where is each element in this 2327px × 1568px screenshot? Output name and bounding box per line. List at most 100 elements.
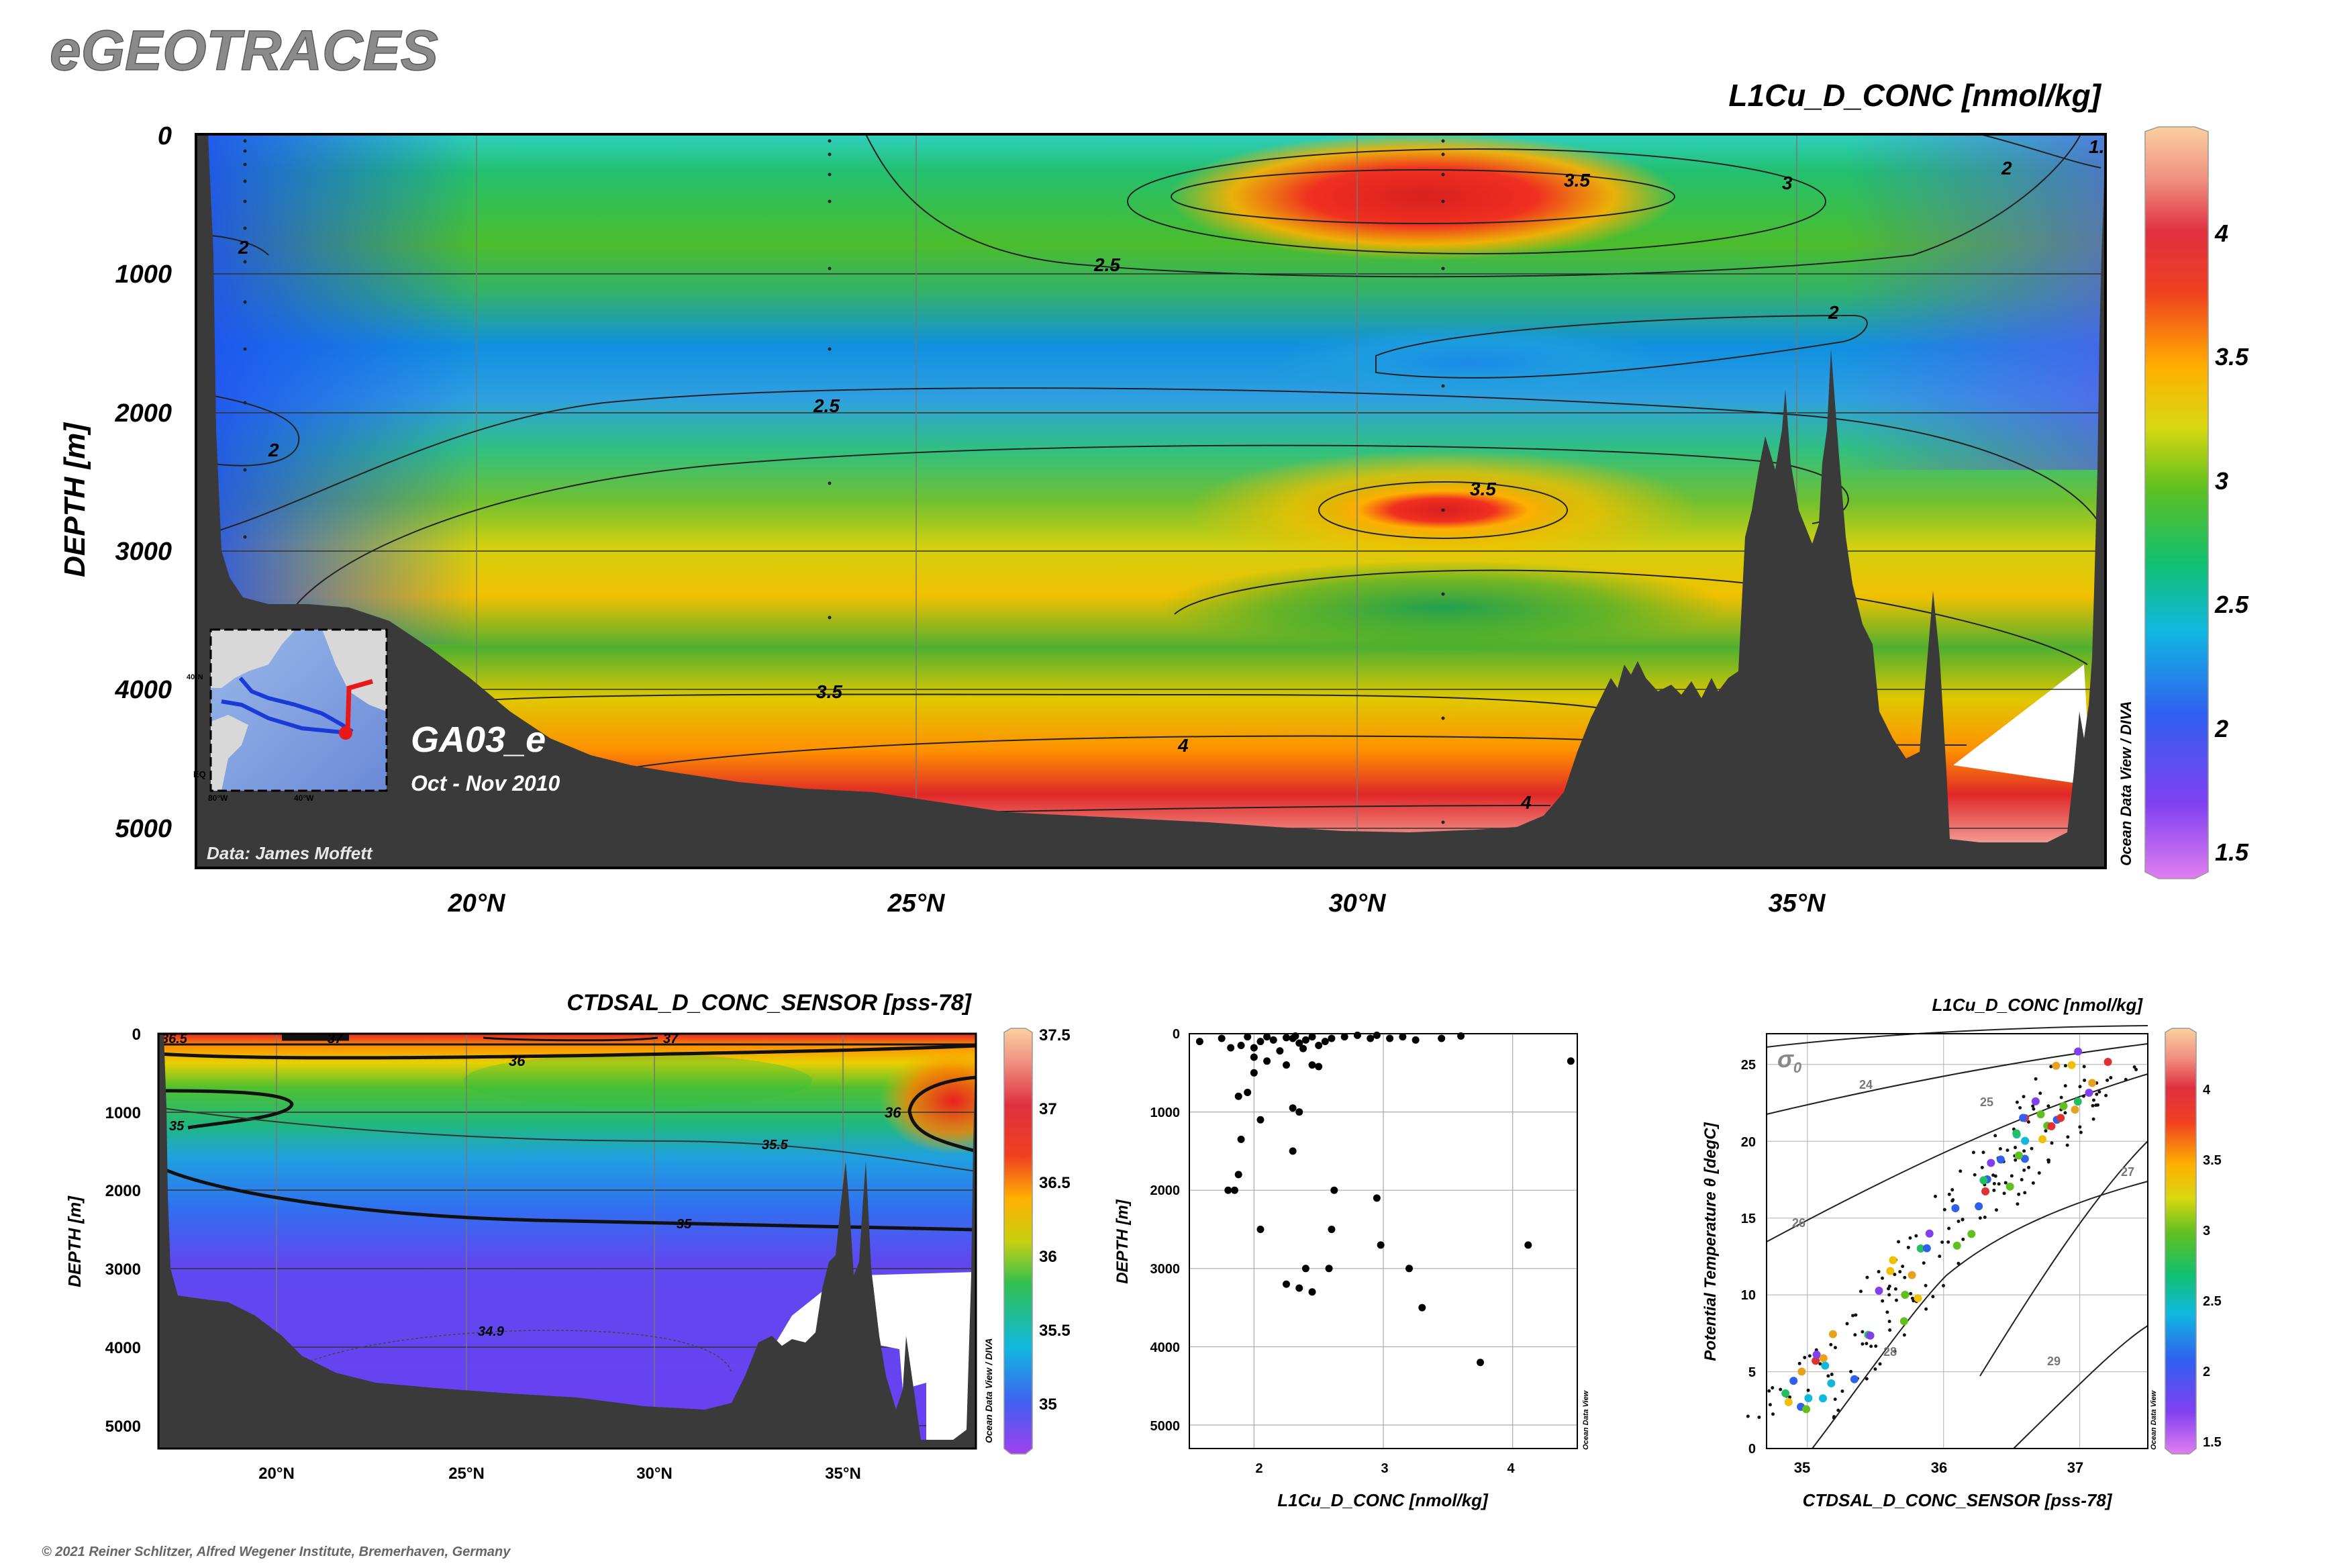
svg-text:1.5: 1.5 [2203,1435,2222,1450]
svg-text:37: 37 [1039,1100,1057,1118]
ts-point [2059,1095,2063,1099]
sal-y-ticks: 0 1000 2000 3000 4000 5000 [105,1026,141,1436]
ts-colored-point [2071,1106,2079,1114]
ts-colored-point [1987,1159,1995,1167]
profile-point [1308,1033,1316,1041]
ts-point [1887,1320,1891,1324]
svg-text:2000: 2000 [114,399,172,428]
ts-colored-point [1925,1229,1934,1238]
profile-point [1289,1147,1297,1155]
ts-point [1826,1374,1830,1378]
ts-point [2097,1090,2101,1094]
ts-colored-point [1899,1317,1908,1326]
svg-text:4: 4 [1520,792,1532,813]
ts-point [2134,1067,2138,1071]
ts-colored-point [1866,1331,1875,1340]
ts-point [2026,1120,2030,1124]
ts-point [1746,1414,1750,1418]
ts-colorbar: 4 3.5 3 2.5 2 1.5 [2165,1028,2222,1455]
profile-point [1295,1284,1303,1292]
profile-point [1377,1241,1385,1249]
svg-text:36.5: 36.5 [1039,1174,1071,1192]
ts-point [2078,1085,2082,1089]
ts-colored-point [1914,1294,1922,1303]
svg-text:25: 25 [1741,1058,1756,1073]
ts-point [1898,1270,1902,1274]
profile-y-ticks: 0 1000 2000 3000 4000 5000 [1150,1027,1181,1434]
ts-point [1961,1218,1965,1222]
main-ylabel: DEPTH [m] [58,422,91,577]
svg-text:4: 4 [1177,735,1189,756]
profile-point [1386,1034,1394,1042]
ts-point [1757,1416,1761,1420]
ts-colored-point [1827,1379,1836,1387]
svg-text:80°W: 80°W [208,793,228,803]
ts-y-ticks: 0 5 10 15 20 25 [1741,1058,1756,1457]
svg-text:0: 0 [132,1026,141,1044]
ts-colored-point [1875,1286,1883,1295]
profile-point [1295,1039,1303,1047]
svg-text:1000: 1000 [1150,1106,1181,1120]
svg-text:2000: 2000 [105,1182,141,1200]
ts-colored-point [1850,1375,1859,1383]
svg-text:35: 35 [677,1217,692,1232]
svg-text:2.5: 2.5 [1093,254,1120,275]
svg-text:1.: 1. [2089,136,2104,157]
svg-text:35.5: 35.5 [762,1138,789,1153]
svg-text:4: 4 [1507,1461,1515,1476]
svg-text:3.5: 3.5 [2215,343,2249,371]
profile-point [1301,1036,1309,1044]
ts-colored-point [1781,1389,1790,1398]
ts-point [2063,1111,2067,1115]
ts-point [2083,1078,2087,1082]
svg-text:35: 35 [1039,1395,1057,1414]
svg-text:35: 35 [1794,1459,1810,1476]
ts-point [1961,1237,1965,1241]
ts-point [1836,1408,1840,1412]
profile-points [1195,1031,1575,1367]
ts-point [2031,1104,2035,1108]
ts-plot [1746,1025,2148,1449]
profile-point [1524,1241,1532,1249]
ts-colored-point [2067,1061,2076,1069]
ts-point [2014,1158,2018,1162]
svg-text:2: 2 [2001,158,2012,179]
profile-point [1283,1280,1290,1288]
ts-point [2132,1065,2136,1069]
ts-point [1865,1377,1869,1381]
ts-point [2081,1094,2085,1098]
ts-point [2095,1092,2099,1096]
ts-point [1994,1208,1998,1212]
svg-text:2: 2 [1255,1461,1262,1476]
ts-point [1888,1328,1892,1332]
profile-point [1283,1061,1290,1069]
profile-point [1567,1057,1575,1065]
svg-text:0: 0 [1748,1442,1756,1457]
ts-point [1851,1314,1855,1318]
profile-point [1263,1057,1271,1065]
ts-point [1887,1287,1891,1291]
profile-xlabel: L1Cu_D_CONC [nmol/kg] [1277,1490,1489,1510]
profile-point [1230,1186,1238,1194]
ts-colored-point [1886,1267,1895,1275]
svg-text:3.5: 3.5 [816,681,842,702]
ts-point [1931,1295,1935,1299]
ts-colored-point [2012,1129,2021,1138]
svg-text:1.5: 1.5 [2215,838,2249,866]
ts-points [1746,1047,2138,1420]
ts-point [1797,1361,1801,1365]
svg-text:36: 36 [509,1052,526,1069]
svg-text:1000: 1000 [105,1104,141,1122]
ts-colored-point [2038,1135,2047,1144]
ts-point [1947,1192,1951,1196]
ts-colored-point [1979,1176,1988,1185]
svg-text:10: 10 [1741,1288,1756,1303]
profile-point [1276,1047,1284,1055]
ts-point [1885,1310,1889,1314]
profile-point [1299,1044,1307,1052]
ts-point [2044,1129,2048,1133]
profile-point [1244,1088,1252,1096]
ts-colored-point [2059,1101,2068,1110]
ts-point [2066,1135,2070,1139]
ts-point [2015,1100,2019,1104]
